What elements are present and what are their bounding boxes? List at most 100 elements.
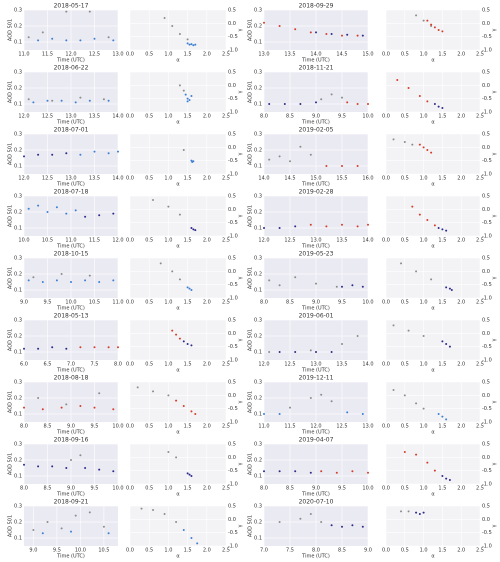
y-tick-label: 0.1 [14, 226, 22, 232]
x-tick-label: 14.5 [284, 176, 295, 182]
x-tick-label: 0.0 [382, 362, 390, 368]
y-tick-label: 0.3 [14, 442, 22, 448]
x-tick-label: 1.5 [438, 114, 446, 120]
y-tick-label: 0.0 [482, 517, 490, 523]
data-point [74, 209, 77, 212]
data-point [98, 392, 101, 395]
y-tick-label: 0.2 [14, 210, 22, 216]
panel-title: 2018-07-18 [54, 189, 89, 196]
data-point [294, 351, 297, 353]
x-tick-label: 2.0 [457, 486, 465, 492]
data-point [175, 521, 178, 523]
data-point [289, 406, 291, 409]
x-tick-label: 1.0 [420, 52, 428, 58]
data-point [102, 98, 105, 101]
x-tick-label: 1.0 [420, 176, 428, 182]
data-point [178, 337, 181, 340]
x-tick-label: 0.5 [401, 424, 409, 430]
data-point [426, 219, 429, 221]
x-tick-label: 12.0 [112, 238, 123, 244]
x-tick-label: 2.5 [476, 238, 484, 244]
data-point [403, 451, 406, 453]
x-tick-label: 10.0 [112, 486, 123, 492]
y-tick-label: 0.5 [228, 504, 236, 510]
x-tick-label: 1.5 [184, 548, 192, 554]
y-axis-label: AOD 501 [8, 329, 14, 351]
y-tick-label: 0.2 [254, 210, 262, 216]
x-tick-label: 8.5 [286, 114, 294, 120]
data-point [361, 413, 364, 415]
y-axis-label: γ [492, 400, 498, 403]
y-tick-label: -1.0 [228, 482, 238, 488]
y-tick-label: -0.5 [482, 344, 492, 350]
x-axis-label: α [431, 182, 435, 188]
y-axis-label: AOD 501 [248, 81, 254, 103]
x-tick-label: 10.0 [112, 424, 123, 430]
y-tick-label: 0.2 [254, 396, 262, 402]
y-axis-label: γ [238, 524, 244, 527]
y-tick-label: 0.5 [482, 132, 490, 138]
y-axis-label: γ [238, 400, 244, 403]
plot-area [386, 10, 480, 50]
data-point [278, 227, 281, 229]
data-point [32, 101, 35, 104]
x-tick-label: 0.0 [382, 424, 390, 430]
data-point [41, 408, 44, 411]
data-point [32, 276, 35, 279]
data-point [415, 453, 418, 456]
data-point [117, 346, 119, 349]
x-axis-label: Time (UTC) [56, 306, 85, 312]
y-tick-label: -0.5 [482, 282, 492, 288]
data-point [152, 509, 155, 511]
x-tick-label: 1.0 [420, 362, 428, 368]
data-point [74, 514, 77, 517]
y-axis-label: γ [238, 90, 244, 93]
data-point [186, 343, 189, 345]
data-point [55, 206, 58, 209]
data-point [60, 99, 63, 102]
y-tick-label: -0.5 [228, 158, 238, 164]
x-tick-label: 9.5 [338, 486, 346, 492]
data-point [346, 411, 349, 414]
data-point [263, 21, 265, 24]
y-tick-label: -0.5 [482, 158, 492, 164]
y-tick-label: 0.5 [228, 132, 236, 138]
data-point [79, 346, 82, 349]
x-tick-label: 2.5 [476, 176, 484, 182]
panel-title: 2019-06-01 [299, 313, 334, 320]
data-point [107, 532, 110, 535]
data-point [23, 347, 25, 350]
y-tick-label: -0.5 [482, 34, 492, 40]
data-point [278, 351, 281, 353]
data-point [426, 19, 429, 22]
data-point [186, 97, 189, 100]
panel-title: 2018-08-18 [54, 375, 89, 382]
data-point [190, 43, 193, 46]
x-tick-label: 10.0 [362, 114, 373, 120]
data-point [437, 29, 440, 31]
x-tick-label: 12.5 [284, 238, 295, 244]
data-point [159, 262, 162, 265]
data-point [37, 397, 40, 399]
x-tick-label: 12.5 [336, 424, 347, 430]
y-tick-label: -0.5 [482, 468, 492, 474]
data-point [407, 510, 410, 513]
x-tick-label: 0.0 [382, 548, 390, 554]
x-tick-label: 2.5 [476, 424, 484, 430]
data-point [315, 282, 317, 285]
x-tick-label: 0.5 [401, 362, 409, 368]
data-point [171, 25, 174, 27]
data-point [346, 101, 349, 104]
data-point [194, 413, 197, 415]
y-tick-label: 0.0 [482, 393, 490, 399]
x-tick-label: 0.5 [145, 548, 153, 554]
x-tick-label: 12.0 [18, 176, 29, 182]
y-tick-label: 0.2 [254, 334, 262, 340]
y-axis-label: AOD 501 [8, 81, 14, 103]
y-tick-label: 0.1 [14, 164, 22, 170]
x-tick-label: 0.5 [401, 238, 409, 244]
y-tick-label: 0.5 [482, 8, 490, 14]
x-tick-label: 8.5 [286, 300, 294, 306]
y-tick-label: -0.5 [228, 96, 238, 102]
x-tick-label: 1.0 [420, 300, 428, 306]
